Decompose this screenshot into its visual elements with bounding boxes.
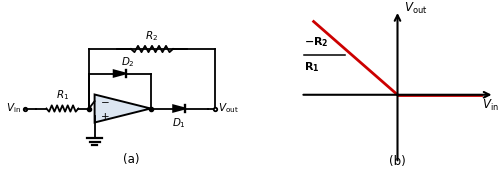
Text: $-$: $-$ <box>100 96 110 106</box>
Polygon shape <box>173 105 186 112</box>
Text: (b): (b) <box>389 155 406 168</box>
Text: $D_2$: $D_2$ <box>122 55 135 69</box>
Text: $R_2$: $R_2$ <box>146 30 158 43</box>
Text: $V_{\rm out}$: $V_{\rm out}$ <box>404 1 427 16</box>
Text: $V_{\rm in}$: $V_{\rm in}$ <box>6 102 21 115</box>
Text: $V_{\rm in}$: $V_{\rm in}$ <box>482 98 499 113</box>
Text: $D_1$: $D_1$ <box>172 116 186 130</box>
Polygon shape <box>94 94 150 122</box>
Text: $\mathbf{-R_2}$: $\mathbf{-R_2}$ <box>304 35 329 49</box>
Text: $R_1$: $R_1$ <box>56 88 69 102</box>
Polygon shape <box>114 70 126 77</box>
Text: $+$: $+$ <box>100 111 109 122</box>
Text: $V_{\rm out}$: $V_{\rm out}$ <box>218 102 239 115</box>
Text: (a): (a) <box>123 153 140 166</box>
Text: $\mathbf{R_1}$: $\mathbf{R_1}$ <box>304 61 320 74</box>
